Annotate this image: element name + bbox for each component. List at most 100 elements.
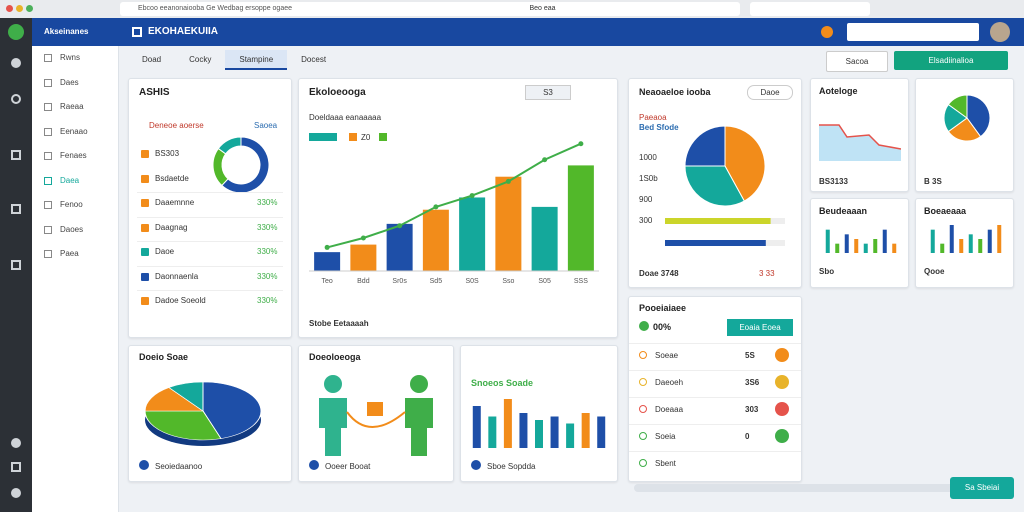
line-point [397, 223, 403, 229]
bar [978, 239, 983, 253]
filter-button[interactable]: Daoe [747, 85, 793, 100]
row-icon [141, 150, 149, 158]
line-point [505, 178, 511, 184]
nav-icon [44, 54, 52, 62]
task-card: Pooeiaiaee 00% Eoaia Eoea Soeae 5S Daeoeh 3… [628, 296, 802, 482]
secondary-button[interactable]: Sacoa [826, 51, 888, 72]
nav-item[interactable]: Raeaa [60, 102, 84, 111]
card-title: Doeio Soae [139, 352, 189, 362]
row-value: 330% [257, 198, 278, 207]
browser-bar: Ebcoo eeanonaiooba Ge Wedbag ersoppe oga… [0, 0, 1024, 18]
header: EKOHAEKUIIA [118, 18, 1024, 46]
task-badge[interactable] [775, 402, 789, 416]
address-bar[interactable]: Beo eaa [345, 2, 740, 16]
bar [519, 413, 528, 448]
tab[interactable]: Stampine [225, 50, 288, 70]
task-icon [639, 432, 647, 440]
card-title: Beudeaaan [819, 206, 868, 216]
pie-slice [144, 410, 222, 441]
task-button[interactable]: Eoaia Eoea [727, 319, 793, 336]
sparkline [819, 124, 901, 161]
task-badge[interactable] [775, 429, 789, 443]
x-tick-label: S05 [538, 278, 551, 285]
nav-item[interactable]: Eenaao [60, 126, 88, 136]
nav-item[interactable]: Rwns [60, 53, 81, 62]
tab[interactable]: Doad [142, 55, 162, 64]
card-footer: Ooeer Booat [325, 462, 371, 471]
footer-icon [139, 460, 149, 470]
progress-bar [665, 240, 766, 246]
bar [940, 243, 945, 253]
list-head-value: Saoea [254, 121, 278, 130]
bar [949, 225, 954, 253]
nav-item[interactable]: Fenaes [60, 151, 87, 160]
bar-chart [472, 399, 606, 448]
footer-icon [309, 460, 319, 470]
card-footer: Doae 3748 [639, 269, 679, 278]
row-icon [141, 199, 149, 207]
float-button[interactable]: Sa Sbeiai [950, 477, 1014, 499]
x-tick-label: Bdd [357, 278, 370, 285]
bar [835, 243, 840, 253]
task-stat: 00% [653, 322, 672, 332]
tab[interactable]: Cocky [189, 55, 212, 64]
avatar[interactable] [990, 22, 1010, 42]
browser-tab[interactable]: Ebcoo eeanonaiooba Ge Wedbag ersoppe oga… [120, 2, 358, 16]
primary-button[interactable]: Elsadiinalioa [894, 51, 1008, 70]
row-icon [141, 248, 149, 256]
x-tick-label: S0S [466, 278, 480, 285]
browser-search[interactable] [750, 2, 870, 16]
card-footer: Sbo [819, 267, 835, 276]
scale-label: 1000 [639, 153, 657, 162]
row-icon [141, 272, 149, 281]
pie-slice [947, 117, 982, 142]
bar [597, 416, 606, 448]
nav-icon [44, 103, 52, 111]
nav-item[interactable]: Fenoo [60, 200, 83, 209]
chip[interactable]: S3 [525, 85, 571, 100]
scrollbar[interactable] [634, 484, 1004, 492]
x-tick-label: Teo [321, 278, 332, 285]
task-value: 303 [745, 405, 759, 414]
task-badge[interactable] [775, 348, 789, 362]
task-icon [639, 405, 647, 413]
task-value: 5S [745, 351, 755, 360]
bar [495, 176, 522, 271]
bar [968, 234, 973, 253]
search-box[interactable] [847, 23, 979, 41]
footer-icon [471, 460, 481, 470]
task-badge[interactable] [775, 375, 789, 389]
bar [472, 406, 481, 448]
pie-slice [217, 136, 242, 155]
row-icon [141, 174, 149, 183]
nav-icon [44, 152, 52, 160]
donut-chart [212, 136, 270, 194]
pie-card: Neaoaeloe iooba Daoe Paeaoa Bed Sfode 10… [628, 78, 802, 288]
line-point [542, 157, 548, 163]
row-icon [141, 223, 149, 232]
nav-item[interactable]: Daoes [60, 224, 84, 234]
pie-label: Bed Sfode [639, 123, 679, 132]
list-head: Deneoe aoerse [149, 121, 204, 130]
mini-pie [943, 94, 991, 142]
bar [882, 229, 887, 253]
card-footer-value: 3 33 [759, 269, 775, 278]
task-divider [629, 397, 801, 398]
task-divider [629, 451, 801, 452]
x-tick-label: Sso [502, 278, 514, 285]
nav-item[interactable]: Paea [60, 249, 79, 258]
task-icon [639, 378, 647, 386]
nav-icon [44, 250, 52, 258]
tab[interactable]: Docest [301, 55, 327, 64]
scale-label: 900 [639, 195, 653, 204]
bar [422, 209, 449, 271]
pie-chart [684, 125, 766, 207]
card-title: ASHIS [139, 87, 170, 98]
row-divider [137, 216, 283, 218]
pie-slice [724, 125, 766, 202]
nav-item[interactable]: Daea [60, 175, 80, 185]
bar [825, 229, 830, 253]
nav-item[interactable]: Daes [60, 77, 79, 87]
illustration [319, 375, 433, 456]
row-value: 330% [257, 222, 278, 232]
